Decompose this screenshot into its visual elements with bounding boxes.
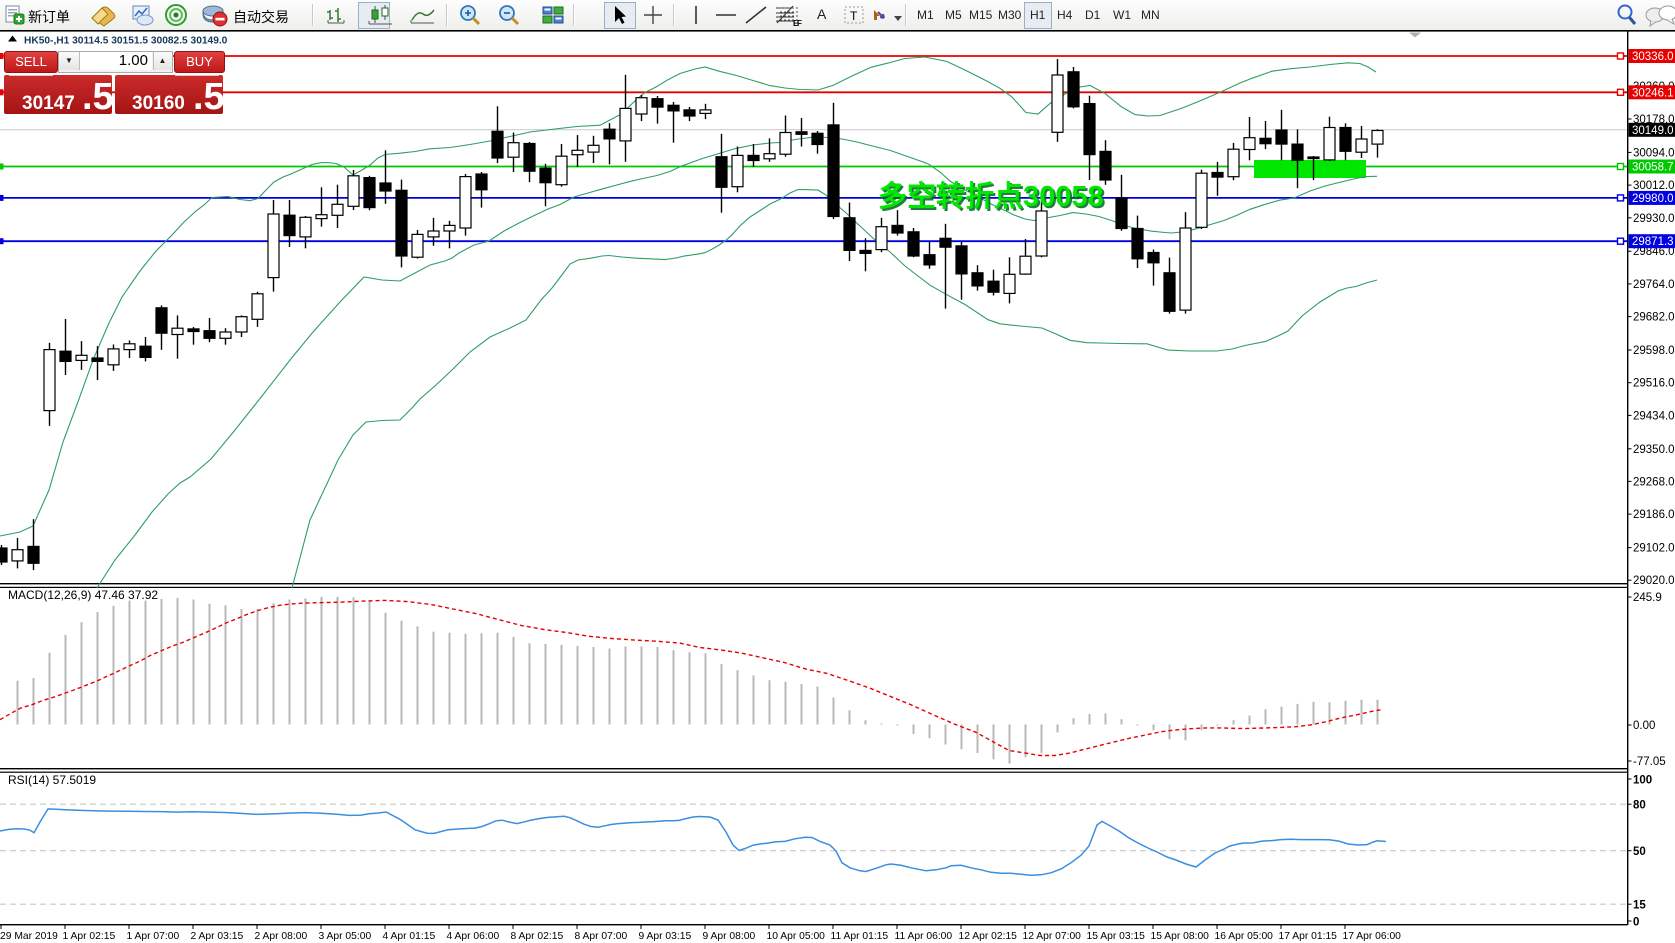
svg-text:29846.0: 29846.0 [1633,246,1675,258]
svg-text:17 Apr 01:15: 17 Apr 01:15 [1279,931,1338,942]
svg-text:2 Apr 08:00: 2 Apr 08:00 [255,931,308,942]
svg-text:29980.0: 29980.0 [1632,193,1674,205]
svg-text:15 Apr 08:00: 15 Apr 08:00 [1151,931,1210,942]
svg-text:4 Apr 06:00: 4 Apr 06:00 [447,931,500,942]
svg-text:15 Apr 03:15: 15 Apr 03:15 [1087,931,1146,942]
svg-text:15: 15 [1633,900,1646,912]
svg-text:29764.0: 29764.0 [1633,279,1675,291]
svg-text:8 Apr 07:00: 8 Apr 07:00 [575,931,628,942]
svg-text:9 Apr 08:00: 9 Apr 08:00 [703,931,756,942]
svg-text:16 Apr 05:00: 16 Apr 05:00 [1215,931,1274,942]
svg-text:12 Apr 07:00: 12 Apr 07:00 [1023,931,1082,942]
svg-text:29682.0: 29682.0 [1633,312,1675,324]
svg-text:30012.0: 30012.0 [1633,180,1675,192]
svg-text:29871.3: 29871.3 [1632,236,1674,248]
svg-text:0.00: 0.00 [1633,720,1655,732]
svg-text:F: F [797,19,802,28]
svg-text:29 Mar 2019: 29 Mar 2019 [0,931,58,942]
svg-text:10 Apr 05:00: 10 Apr 05:00 [767,931,826,942]
svg-text:3 Apr 05:00: 3 Apr 05:00 [319,931,372,942]
svg-text:T: T [850,9,858,23]
svg-text:-77.05: -77.05 [1633,756,1666,768]
svg-text:245.9: 245.9 [1633,592,1662,604]
svg-text:30246.1: 30246.1 [1632,87,1674,99]
svg-text:11 Apr 06:00: 11 Apr 06:00 [895,931,953,942]
svg-text:50: 50 [1633,846,1646,858]
svg-text:多空转折点30058: 多空转折点30058 [878,179,1104,213]
svg-text:100: 100 [1633,775,1652,787]
svg-text:30149.0: 30149.0 [1632,125,1674,137]
svg-text:29268.0: 29268.0 [1633,476,1675,488]
svg-text:8 Apr 02:15: 8 Apr 02:15 [511,931,564,942]
svg-text:29434.0: 29434.0 [1633,410,1675,422]
svg-text:29102.0: 29102.0 [1633,543,1675,555]
svg-text:0: 0 [1633,917,1639,929]
svg-text:HK50-,H1 30114.5 30151.5 3008: HK50-,H1 30114.5 30151.5 30082.5 30149.0 [24,36,228,47]
svg-text:多空转折点30058: 多空转折点30058 [880,181,1106,215]
svg-text:2 Apr 03:15: 2 Apr 03:15 [191,931,244,942]
svg-text:11 Apr 01:15: 11 Apr 01:15 [831,931,889,942]
svg-text:30336.0: 30336.0 [1632,51,1674,63]
svg-text:17 Apr 06:00: 17 Apr 06:00 [1343,931,1402,942]
svg-text:29516.0: 29516.0 [1633,378,1675,390]
svg-text:30094.0: 30094.0 [1633,147,1675,159]
svg-text:29020.0: 29020.0 [1633,575,1675,587]
svg-text:12 Apr 02:15: 12 Apr 02:15 [959,931,1018,942]
svg-text:E: E [793,19,799,28]
svg-text:MACD(12,26,9) 47.46 37.92: MACD(12,26,9) 47.46 37.92 [8,588,158,602]
svg-text:29350.0: 29350.0 [1633,444,1675,456]
svg-text:29598.0: 29598.0 [1633,345,1675,357]
svg-text:1 Apr 02:15: 1 Apr 02:15 [63,931,116,942]
svg-text:29930.0: 29930.0 [1633,213,1675,225]
svg-text:RSI(14) 57.5019: RSI(14) 57.5019 [8,773,96,787]
svg-text:1 Apr 07:00: 1 Apr 07:00 [127,931,180,942]
svg-text:30058.7: 30058.7 [1632,162,1674,174]
svg-text:9 Apr 03:15: 9 Apr 03:15 [639,931,692,942]
svg-text:4 Apr 01:15: 4 Apr 01:15 [383,931,436,942]
svg-text:80: 80 [1633,800,1646,812]
svg-text:29186.0: 29186.0 [1633,509,1675,521]
